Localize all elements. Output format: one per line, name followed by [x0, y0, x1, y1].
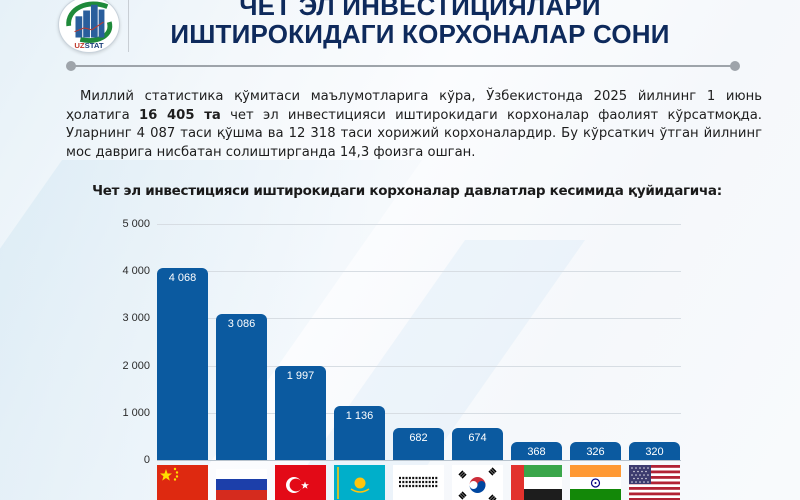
gridline-3000 — [157, 318, 681, 319]
intro-text-2: чет эл инвестицияси иштирокидаги корхона… — [66, 107, 762, 160]
bar-value-label: 3 086 — [227, 318, 256, 330]
gridline-5000 — [157, 224, 681, 225]
bar-value-label: 326 — [586, 446, 605, 458]
gridline-2000 — [157, 366, 681, 367]
bar-usa: 320 — [629, 442, 680, 460]
intro-highlight: 16 405 та — [138, 107, 221, 123]
y-tick: 5 000 — [122, 218, 150, 230]
y-tick: 1 000 — [122, 407, 150, 419]
gridline-1000 — [157, 413, 681, 414]
rule-line-long — [71, 65, 738, 67]
uzstat-logo: UZSTAT — [58, 0, 120, 53]
flag-uae-icon — [511, 465, 562, 500]
bar-afghanistan: 682 — [393, 428, 444, 460]
y-tick: 0 — [143, 454, 150, 466]
header-divider — [128, 0, 129, 52]
bar-turkey: 1 997 — [275, 366, 326, 460]
bar-value-label: 368 — [527, 446, 546, 458]
flag-russia-icon — [216, 465, 267, 500]
chart-title: Чет эл инвестицияси иштирокидаги корхона… — [92, 183, 722, 199]
bar-china: 4 068 — [157, 268, 208, 460]
intro-paragraph: Миллий статистика қўмитаси маълумотлариг… — [66, 88, 762, 162]
flag-usa-icon — [629, 465, 680, 500]
bar-value-label: 1 136 — [345, 410, 374, 422]
flag-afghanistan-icon — [393, 465, 444, 500]
x-axis — [157, 460, 681, 461]
flag-china-icon — [157, 465, 208, 500]
bar-uae: 368 — [511, 442, 562, 460]
intro-text-1: Миллий статистика қўмитаси маълумотлариг… — [66, 89, 762, 123]
bar-india: 326 — [570, 442, 621, 460]
rule-dot-right — [730, 61, 740, 71]
gridline-4000 — [157, 271, 681, 272]
bar-value-label: 1 997 — [286, 370, 315, 382]
title-line-1: ЧЕТ ЭЛ ИНВЕСТИЦИЯЛАРИ — [239, 0, 601, 21]
flag-kazakhstan-icon — [334, 465, 385, 500]
page-title: ЧЕТ ЭЛ ИНВЕСТИЦИЯЛАРИ ИШТИРОКИДАГИ КОРХО… — [140, 0, 700, 48]
logo-icon: UZSTAT — [66, 1, 113, 50]
bar-value-label: 4 068 — [168, 272, 197, 284]
flag-turkey-icon — [275, 465, 326, 500]
bar-russia: 3 086 — [216, 314, 267, 460]
bar-value-label: 674 — [468, 432, 487, 444]
title-line-2: ИШТИРОКИДАГИ КОРХОНАЛАР СОНИ — [170, 19, 670, 49]
bar-south-korea: 674 — [452, 428, 503, 460]
bar-value-label: 682 — [409, 432, 428, 444]
bar-kazakhstan: 1 136 — [334, 406, 385, 460]
flag-south-korea-icon — [452, 465, 503, 500]
bar-value-label: 320 — [645, 446, 664, 458]
y-tick: 4 000 — [122, 265, 150, 277]
svg-text:UZSTAT: UZSTAT — [74, 41, 104, 50]
flag-india-icon — [570, 465, 621, 500]
y-tick: 3 000 — [122, 312, 150, 324]
y-tick: 2 000 — [122, 360, 150, 372]
